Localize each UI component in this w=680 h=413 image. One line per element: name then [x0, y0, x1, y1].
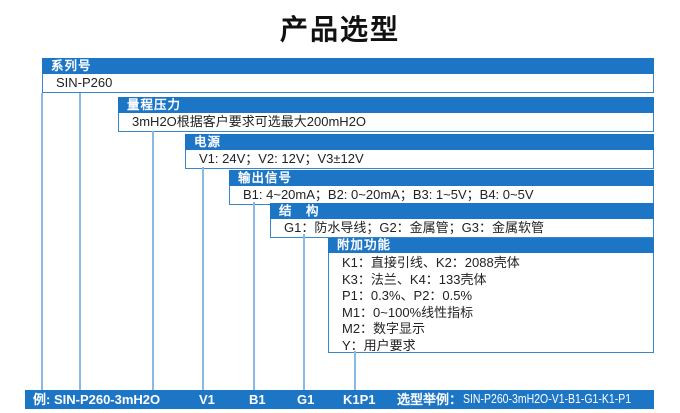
example-code-k: K1P1: [343, 392, 376, 407]
level-output-signal: 输出信号 B1: 4~20mA；B2: 0~20mA；B3: 1~5V；B4: …: [229, 170, 654, 205]
level-series: 系列号 SIN-P260: [42, 58, 654, 93]
addon-line: K3：法兰、K4：133壳体: [342, 271, 487, 287]
example-code-b: B1: [249, 392, 266, 407]
level-range-pressure-header: 量程压力: [118, 97, 654, 113]
level-structure-header: 结 构: [270, 203, 654, 219]
level-addon-functions-value: K1：直接引线、K2：2088壳体 K3：法兰、K4：133壳体 P1：0.3%…: [328, 253, 654, 353]
level-power-supply-header: 电源: [185, 134, 654, 150]
example-bar: 例: SIN-P260-3mH2O V1 B1 G1 K1P1 选型举例： SI…: [25, 390, 654, 409]
level-series-value: SIN-P260: [42, 74, 654, 93]
connector-line-range: [152, 131, 154, 390]
level-structure-value: G1：防水导线；G2：金属管；G3：金属软管: [270, 219, 654, 238]
connector-line-power: [202, 167, 204, 390]
connector-line-addons: [354, 351, 356, 390]
example-suffix-label: 选型举例：: [397, 392, 463, 407]
level-addon-functions-header: 附加功能: [328, 238, 654, 253]
level-addon-functions: 附加功能 K1：直接引线、K2：2088壳体 K3：法兰、K4：133壳体 P1…: [328, 238, 654, 353]
connector-line-structure: [303, 234, 305, 390]
example-full-string: SIN-P260-3mH2O-V1-B1-G1-K1-P1: [463, 392, 632, 406]
example-code-v: V1: [199, 392, 215, 407]
level-power-supply-value: V1: 24V；V2: 12V；V3±12V: [185, 150, 654, 169]
addon-line: M1：0~100%线性指标: [342, 304, 474, 320]
connector-line-series: [79, 93, 81, 390]
level-range-pressure-value: 3mH2O根据客户要求可选最大200mH2O: [118, 113, 654, 132]
addon-line: Y：用户要求: [342, 337, 416, 353]
connector-line-series-left: [41, 93, 43, 390]
level-series-header: 系列号: [42, 58, 654, 74]
addon-line: P1：0.3%、P2：0.5%: [342, 288, 473, 304]
addon-line: M2：数字显示: [342, 321, 426, 337]
level-power-supply: 电源 V1: 24V；V2: 12V；V3±12V: [185, 134, 654, 169]
example-code-g: G1: [297, 392, 315, 407]
level-output-signal-header: 输出信号: [229, 170, 654, 186]
level-range-pressure: 量程压力 3mH2O根据客户要求可选最大200mH2O: [118, 97, 654, 132]
level-structure: 结 构 G1：防水导线；G2：金属管；G3：金属软管: [270, 203, 654, 238]
example-prefix: 例: SIN-P260-3mH2O: [33, 392, 161, 407]
connector-line-output: [253, 202, 255, 390]
page-title: 产品选型: [279, 14, 400, 45]
addon-line: K1：直接引线、K2：2088壳体: [342, 255, 520, 270]
